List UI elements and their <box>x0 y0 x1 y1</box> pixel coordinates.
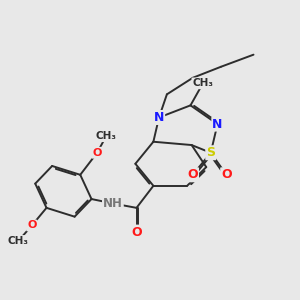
Text: CH₃: CH₃ <box>192 78 213 88</box>
Text: N: N <box>154 111 164 124</box>
Text: O: O <box>92 148 102 158</box>
Text: O: O <box>221 168 232 181</box>
Text: NH: NH <box>103 197 123 210</box>
Text: N: N <box>212 118 223 130</box>
Text: S: S <box>206 146 215 159</box>
Text: O: O <box>131 226 142 238</box>
Text: CH₃: CH₃ <box>96 131 117 141</box>
Text: CH₃: CH₃ <box>8 236 29 246</box>
Text: O: O <box>188 168 198 181</box>
Text: O: O <box>27 220 37 230</box>
